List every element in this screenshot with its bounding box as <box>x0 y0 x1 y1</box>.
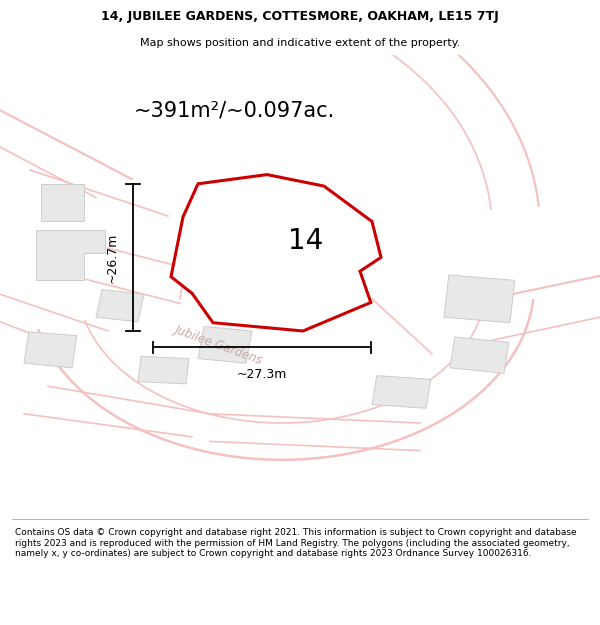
Polygon shape <box>171 174 381 331</box>
Polygon shape <box>36 230 105 281</box>
Text: Map shows position and indicative extent of the property.: Map shows position and indicative extent… <box>140 38 460 48</box>
Polygon shape <box>444 275 515 322</box>
Text: ~27.3m: ~27.3m <box>237 368 287 381</box>
Polygon shape <box>198 326 252 363</box>
Polygon shape <box>96 289 144 322</box>
Text: 14: 14 <box>289 228 323 255</box>
Polygon shape <box>41 184 84 221</box>
Polygon shape <box>264 224 339 281</box>
Text: ~26.7m: ~26.7m <box>105 232 118 282</box>
Polygon shape <box>450 337 509 373</box>
Text: Jubilee Gardens: Jubilee Gardens <box>173 322 265 367</box>
Polygon shape <box>138 356 189 384</box>
Polygon shape <box>372 376 431 408</box>
Text: 14, JUBILEE GARDENS, COTTESMORE, OAKHAM, LE15 7TJ: 14, JUBILEE GARDENS, COTTESMORE, OAKHAM,… <box>101 10 499 23</box>
Polygon shape <box>24 332 77 367</box>
Text: Contains OS data © Crown copyright and database right 2021. This information is : Contains OS data © Crown copyright and d… <box>15 528 577 558</box>
Text: ~391m²/~0.097ac.: ~391m²/~0.097ac. <box>133 100 335 120</box>
